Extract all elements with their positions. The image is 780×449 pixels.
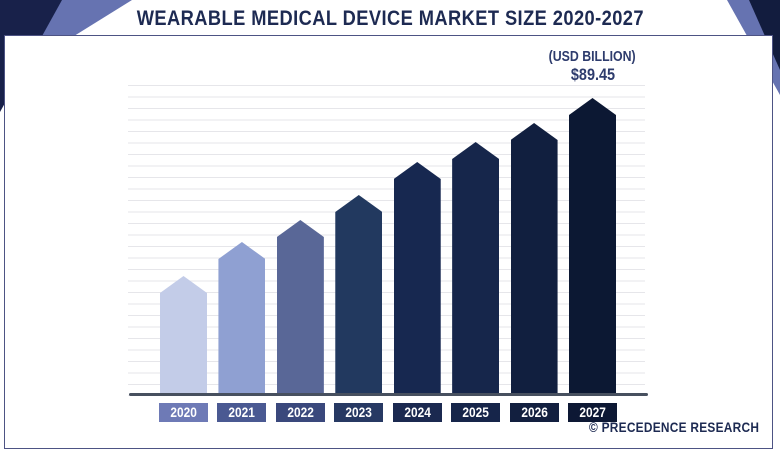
bar-2023 <box>335 195 383 395</box>
bar-2022 <box>276 220 324 395</box>
x-axis-label-2020: 2020 <box>159 403 208 422</box>
bar-2027 <box>569 98 616 395</box>
bar-2021 <box>218 242 266 395</box>
bar-2020 <box>160 276 207 395</box>
x-axis-label-2021: 2021 <box>217 403 267 422</box>
page-title-text: WEARABLE MEDICAL DEVICE MARKET SIZE 2020… <box>136 6 644 30</box>
bar-2024 <box>393 162 441 395</box>
x-axis-label-2023: 2023 <box>334 403 384 422</box>
x-axis-label-2027: 2027 <box>568 403 617 422</box>
x-axis-label-2026: 2026 <box>509 403 559 422</box>
x-axis-label-2025: 2025 <box>451 403 501 422</box>
gridlines <box>128 85 645 396</box>
watermark: © PRECEDENCE RESEARCH <box>574 419 774 435</box>
watermark-text: © PRECEDENCE RESEARCH <box>588 419 759 435</box>
x-axis-line <box>129 393 648 396</box>
bar-2026 <box>510 123 558 395</box>
value-callout: (USD BILLION) $89.45 <box>520 49 665 84</box>
unit-label: (USD BILLION) <box>549 49 636 65</box>
x-axis-label-2024: 2024 <box>392 403 442 422</box>
value-label: $89.45 <box>570 65 615 84</box>
x-axis-label-2022: 2022 <box>275 403 325 422</box>
page-title: WEARABLE MEDICAL DEVICE MARKET SIZE 2020… <box>0 6 780 31</box>
bar-2025 <box>452 142 500 395</box>
